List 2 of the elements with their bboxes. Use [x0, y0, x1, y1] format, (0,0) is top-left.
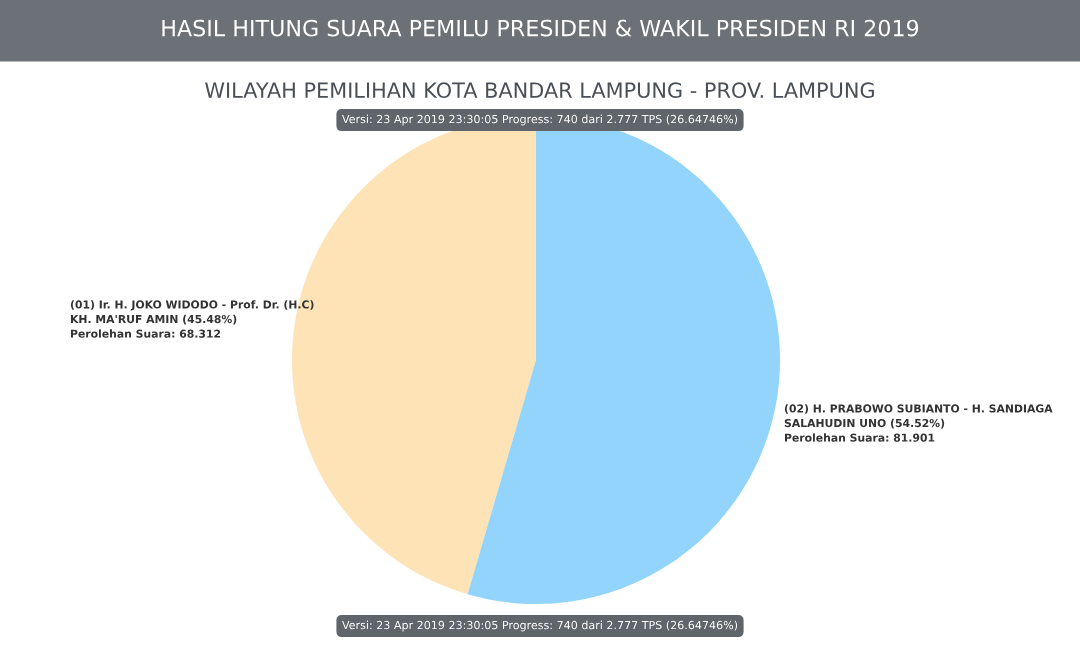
chart-subtitle: WILAYAH PEMILIHAN KOTA BANDAR LAMPUNG - PROV. LAMPUNG: [205, 82, 874, 99]
chart-title: HASIL HITUNG SUARA PEMILU PRESIDEN & WAKIL PRESIDEN RI 2019: [162, 19, 919, 37]
